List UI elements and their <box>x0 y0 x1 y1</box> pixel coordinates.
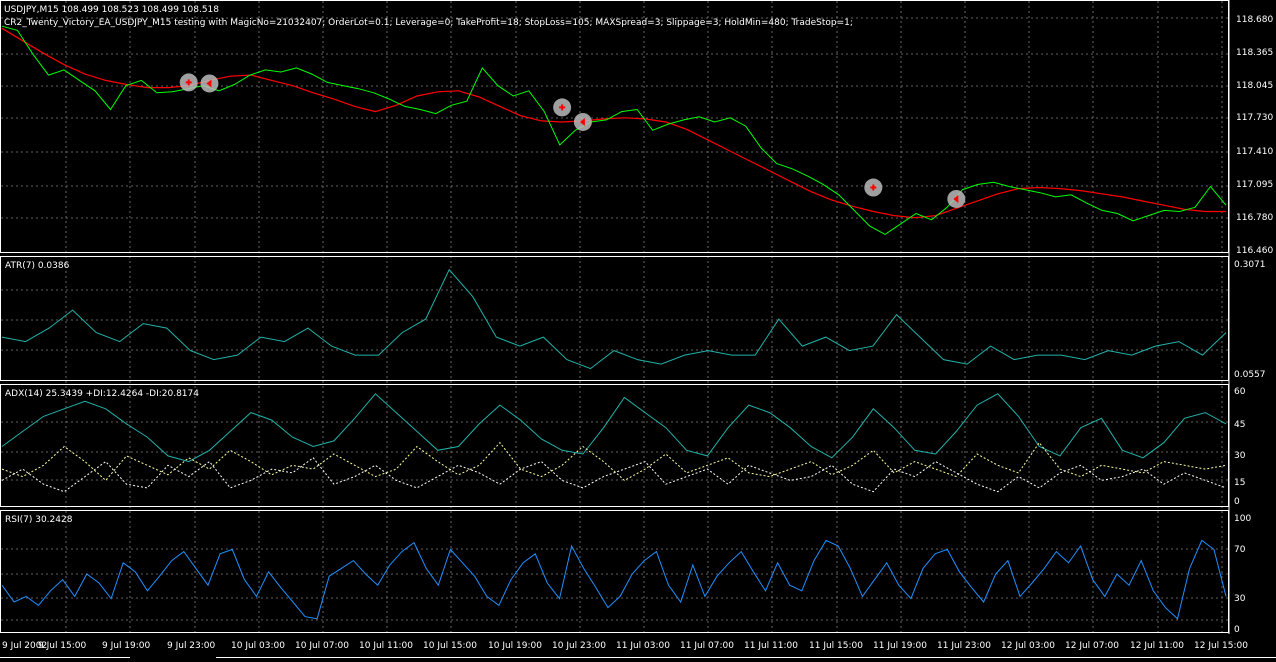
trade-close-marker[interactable] <box>200 74 219 93</box>
atr-label: ATR(7) 0.0386 <box>5 261 70 271</box>
trade-close-marker[interactable] <box>947 189 966 208</box>
atr-tick-min: 0.0557 <box>1234 370 1266 380</box>
time-axis-label: 11 Jul 07:00 <box>680 641 734 651</box>
adx-tick-30: 30 <box>1234 451 1246 461</box>
time-axis-label: 10 Jul 07:00 <box>295 641 349 651</box>
price-tick-label: 118.045 <box>1236 81 1273 91</box>
time-axis-label: 11 Jul 15:00 <box>809 641 863 651</box>
rsi-tick-100: 100 <box>1234 514 1251 524</box>
atr-panel: ATR(7) 0.0386 0.3071 0.0557 <box>1 260 1266 380</box>
adx-tick-0: 0 <box>1234 497 1240 507</box>
price-tick-label: 116.460 <box>1236 246 1273 256</box>
price-tick-label: 116.780 <box>1236 213 1273 223</box>
price-tick-label: 118.365 <box>1236 48 1273 58</box>
minus-di-line <box>1 457 1227 493</box>
rsi-tick-30: 30 <box>1234 594 1246 604</box>
time-axis-label: 10 Jul 03:00 <box>231 641 285 651</box>
price-tick-label: 118.680 <box>1236 15 1273 25</box>
time-axis-label: 11 Jul 03:00 <box>616 641 670 651</box>
time-axis-label: 11 Jul 11:00 <box>744 641 798 651</box>
atr-tick-max: 0.3071 <box>1234 260 1266 270</box>
adx-line <box>1 393 1227 463</box>
time-axis-label: 9 Jul 23:00 <box>167 641 216 651</box>
time-axis-label: 12 Jul 07:00 <box>1065 641 1119 651</box>
time-axis-label: 12 Jul 11:00 <box>1130 641 1184 651</box>
time-axis-label: 11 Jul 23:00 <box>937 641 991 651</box>
ea-settings-text: CR2_Twenty_Victory_EA_USDJPY_M15 testing… <box>4 18 853 28</box>
main-panel: USDJPY,M15 108.499 108.523 108.499 108.5… <box>1 5 1273 256</box>
rsi-label: RSI(7) 30.2428 <box>5 515 73 525</box>
time-axis-label: 11 Jul 19:00 <box>873 641 927 651</box>
symbol-header: USDJPY,M15 108.499 108.523 108.499 108.5… <box>4 5 219 15</box>
rsi-panel-frame <box>0 510 1229 633</box>
price-axis-ticks: 118.680 118.365 118.045 117.730 117.410 117.0… <box>1236 15 1273 256</box>
trade-open-marker[interactable] <box>179 73 198 92</box>
rsi-panel: RSI(7) 30.2428 100 70 30 0 <box>1 514 1251 635</box>
time-axis-label: 12 Jul 03:00 <box>1001 641 1055 651</box>
time-axis-label: 12 Jul 15:00 <box>1194 641 1248 651</box>
adx-label: ADX(14) 25.3439 +DI:12.4264 -DI:20.8174 <box>5 389 199 399</box>
time-axis-label: 9 Jul 15:00 <box>38 641 87 651</box>
price-tick-label: 117.730 <box>1236 113 1273 123</box>
adx-panel: ADX(14) 25.3439 +DI:12.4264 -DI:20.8174 … <box>1 387 1246 507</box>
rsi-tick-70: 70 <box>1234 545 1246 555</box>
trade-open-marker[interactable] <box>864 178 883 197</box>
plus-di-line <box>1 441 1227 482</box>
price-tick-label: 117.410 <box>1236 147 1273 157</box>
trade-markers <box>179 73 966 208</box>
moving-average-line <box>1 27 1226 219</box>
main-panel-frame <box>0 0 1229 253</box>
atr-line <box>1 268 1227 370</box>
time-axis-label: 10 Jul 19:00 <box>488 641 542 651</box>
time-axis-label: 10 Jul 23:00 <box>552 641 606 651</box>
price-line <box>1 25 1227 235</box>
atr-panel-frame <box>0 256 1229 381</box>
trade-open-marker[interactable] <box>553 98 572 117</box>
rsi-tick-0: 0 <box>1234 625 1240 635</box>
time-axis-label: 9 Jul 2002 <box>2 641 47 651</box>
panel-frames <box>0 0 1230 634</box>
grid <box>1 1 1228 633</box>
time-axis-label: 10 Jul 11:00 <box>359 641 413 651</box>
adx-tick-60: 60 <box>1234 387 1246 397</box>
price-tick-label: 117.095 <box>1236 180 1273 190</box>
adx-tick-45: 45 <box>1234 420 1245 430</box>
adx-tick-15: 15 <box>1234 478 1245 488</box>
time-axis-label: 9 Jul 19:00 <box>102 641 151 651</box>
rsi-line <box>1 539 1227 620</box>
chart-tab-1[interactable] <box>0 657 130 662</box>
time-axis-label: 10 Jul 15:00 <box>423 641 477 651</box>
adx-panel-frame <box>0 384 1229 507</box>
chart-tab-2[interactable] <box>216 657 1276 662</box>
trade-close-marker[interactable] <box>573 112 592 131</box>
